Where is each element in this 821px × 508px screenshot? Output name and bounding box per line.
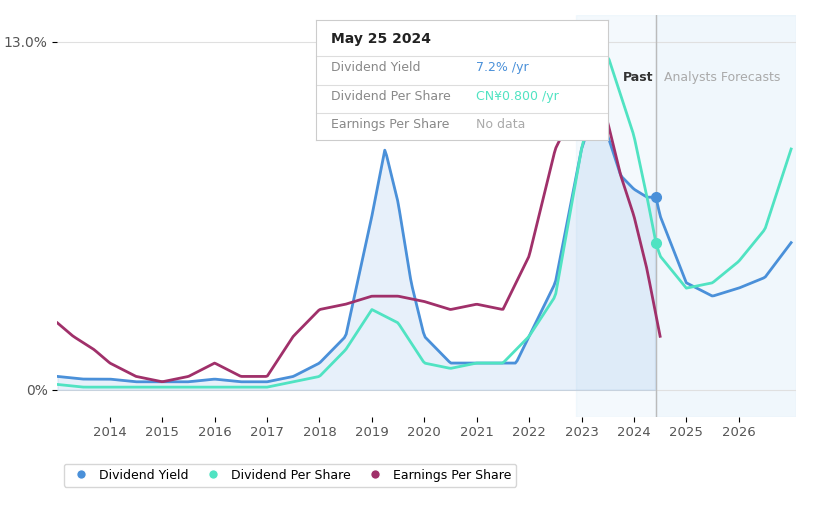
- Text: Dividend Yield: Dividend Yield: [331, 61, 420, 74]
- Text: 7.2% /yr: 7.2% /yr: [476, 61, 529, 74]
- Text: Past: Past: [623, 72, 654, 84]
- Text: Analysts Forecasts: Analysts Forecasts: [664, 72, 780, 84]
- Text: May 25 2024: May 25 2024: [331, 33, 431, 46]
- Bar: [576, 15, 656, 417]
- Text: No data: No data: [476, 118, 525, 131]
- Text: Dividend Per Share: Dividend Per Share: [331, 89, 451, 103]
- Text: Earnings Per Share: Earnings Per Share: [331, 118, 449, 131]
- Bar: [656, 15, 796, 417]
- Text: CN¥0.800 /yr: CN¥0.800 /yr: [476, 89, 559, 103]
- Legend: Dividend Yield, Dividend Per Share, Earnings Per Share: Dividend Yield, Dividend Per Share, Earn…: [64, 464, 516, 487]
